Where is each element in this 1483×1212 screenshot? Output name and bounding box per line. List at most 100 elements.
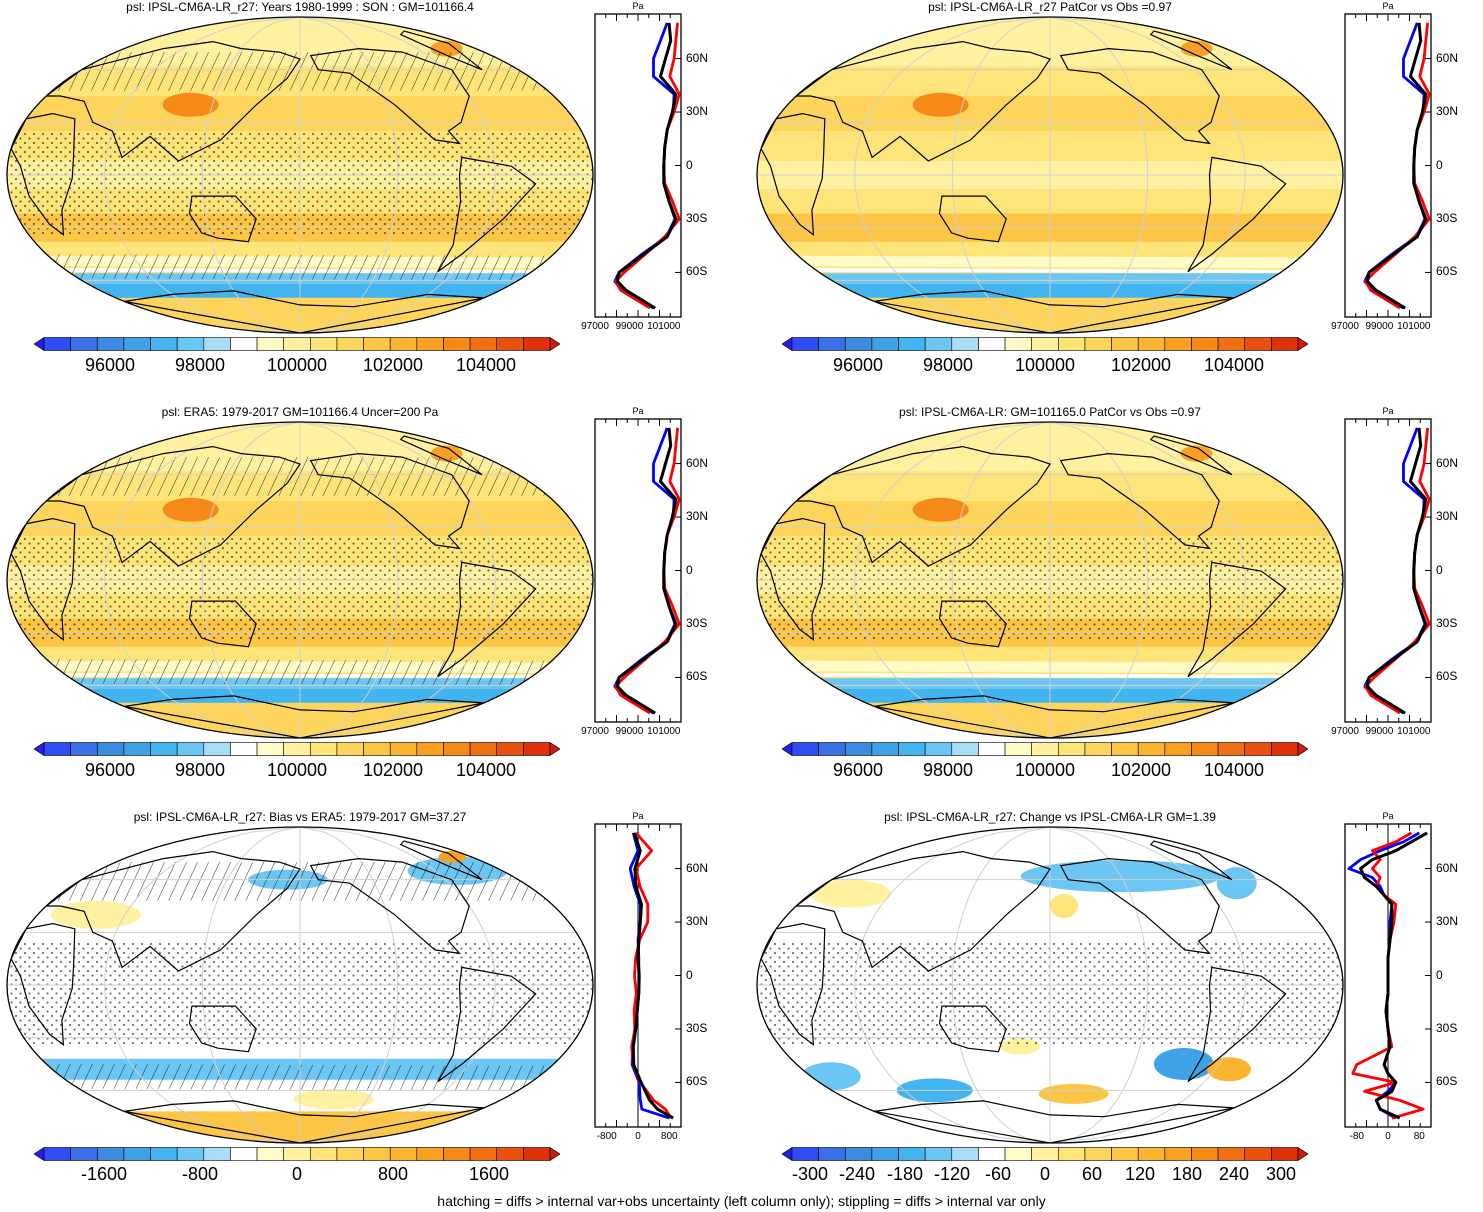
colorbar-swatch — [203, 742, 231, 756]
colorbar-swatch — [70, 337, 98, 351]
coastline-africa — [10, 112, 76, 236]
colorbar-swatch — [363, 1147, 391, 1161]
profile-x-tick-label: 99000 — [615, 726, 644, 737]
colorbar-1-label: 100000 — [266, 355, 328, 375]
colorbar-swatch — [203, 337, 231, 351]
profile-lat-label: 0 — [1436, 562, 1443, 577]
colorbar-swatch — [389, 742, 418, 756]
colorbar-swatch — [1004, 1147, 1032, 1161]
colorbar-5-label: 0 — [291, 1164, 303, 1184]
hatching-south — [46, 659, 552, 686]
coastline-samerica — [437, 966, 537, 1083]
colorbar-swatch — [1164, 742, 1192, 756]
colorbar-swatch — [230, 1147, 258, 1161]
profile-unit-label: Pa — [1382, 1, 1394, 11]
colorbar-swatch — [123, 742, 151, 756]
colorbar-swatch — [523, 337, 551, 351]
profile-lat-label: 60S — [1436, 264, 1458, 279]
colorbar-4-label: 102000 — [1110, 760, 1172, 780]
colorbar-6-label: 120 — [1124, 1164, 1156, 1184]
profile-unit-label: Pa — [1382, 811, 1394, 821]
profile-lat-label: 30S — [686, 1020, 708, 1035]
colorbar-swatch — [1244, 742, 1272, 756]
profile-x-tick-label: 101000 — [647, 321, 681, 332]
profile-frame — [594, 13, 682, 318]
colorbar-swatch — [176, 742, 205, 756]
colorbar-swatch — [1164, 1147, 1192, 1161]
profile-lat-label: 0 — [1436, 967, 1443, 982]
colorbar-swatch — [978, 337, 1006, 351]
map-border — [6, 16, 594, 334]
coastline-australia — [938, 195, 1007, 243]
colorbar-swatch — [818, 742, 846, 756]
profile-lat-label: 60S — [1436, 1074, 1458, 1089]
profile-lat-label: 60S — [1436, 669, 1458, 684]
colorbar-swatch — [924, 742, 953, 756]
colorbar-swatch — [310, 337, 338, 351]
profile-lat-label: 30N — [686, 914, 709, 929]
colorbar-swatch — [256, 337, 284, 351]
graticule-meridian — [299, 17, 399, 333]
map-border — [6, 826, 594, 1144]
coastline-antarctica — [124, 1100, 485, 1143]
coastline-eurasia — [44, 850, 301, 972]
profile-x-tick-label: 97000 — [1331, 726, 1359, 737]
colorbar-6 — [782, 1147, 1308, 1161]
coastline-namerica — [1059, 452, 1220, 550]
profile-x-tick-label: -80 — [1349, 1131, 1364, 1142]
colorbar-swatch — [549, 1147, 560, 1161]
colorbar-swatch — [96, 337, 125, 351]
colorbar-swatch — [951, 742, 979, 756]
coastline-africa — [10, 517, 76, 641]
coastline-africa — [10, 922, 76, 1046]
coastline-australia — [188, 195, 257, 243]
colorbar-swatch — [43, 742, 71, 756]
coastline-africa — [760, 922, 826, 1046]
profile-x-tick-label: 80 — [1413, 1131, 1425, 1142]
profile-x-tick-label: 99000 — [1365, 726, 1394, 737]
colorbar-swatch — [791, 1147, 819, 1161]
graticule-meridian — [201, 827, 301, 1143]
colorbar-swatch — [389, 337, 418, 351]
profile-x-tick-label: 97000 — [1331, 321, 1359, 332]
colorbar-4 — [782, 742, 1308, 756]
colorbar-swatch — [1191, 742, 1219, 756]
colorbar-swatch — [496, 337, 524, 351]
profile-lat-label: 0 — [686, 562, 693, 577]
colorbar-swatch — [1058, 1147, 1086, 1161]
hatching-south — [46, 254, 552, 281]
colorbar-3-label: 102000 — [362, 760, 424, 780]
graticule-meridian — [299, 17, 496, 333]
colorbar-6-label: 300 — [1265, 1164, 1297, 1184]
graticule-meridian — [1049, 422, 1246, 738]
panel-title-2: psl: IPSL-CM6A-LR_r27 PatCor vs Obs =0.9… — [928, 0, 1172, 14]
colorbar-1-label: 98000 — [174, 355, 226, 375]
map-border — [756, 826, 1344, 1144]
profile-lat-label: 60N — [686, 50, 709, 65]
colorbar-swatch — [871, 1147, 899, 1161]
profile-line-model — [631, 832, 674, 1120]
footer-note: hatching = diffs > internal var+obs unce… — [437, 1193, 1046, 1209]
coastline-antarctica — [124, 695, 485, 738]
colorbar-swatch — [978, 742, 1006, 756]
colorbar-swatch — [924, 337, 953, 351]
graticule-meridian — [1049, 17, 1246, 333]
map-panel-1 — [6, 16, 594, 334]
colorbar-6-label: -180 — [886, 1164, 924, 1184]
colorbar-swatch — [1244, 1147, 1272, 1161]
graticule-meridian — [299, 422, 399, 738]
colorbar-swatch — [469, 1147, 498, 1161]
colorbar-swatch — [336, 1147, 364, 1161]
siberian-high — [162, 92, 219, 117]
colorbar-swatch — [150, 742, 178, 756]
greenland-high — [1180, 40, 1213, 57]
colorbar-5 — [34, 1147, 560, 1161]
profile-x-tick-label: 99000 — [615, 321, 644, 332]
coastline-antarctica — [874, 695, 1235, 738]
colorbar-6-label: -120 — [933, 1164, 971, 1184]
colorbar-swatch — [230, 742, 258, 756]
colorbar-swatch — [1084, 1147, 1112, 1161]
profile-lat-label: 0 — [1436, 157, 1443, 172]
colorbar-swatch — [283, 742, 311, 756]
profile-unit-label: Pa — [632, 1, 644, 11]
